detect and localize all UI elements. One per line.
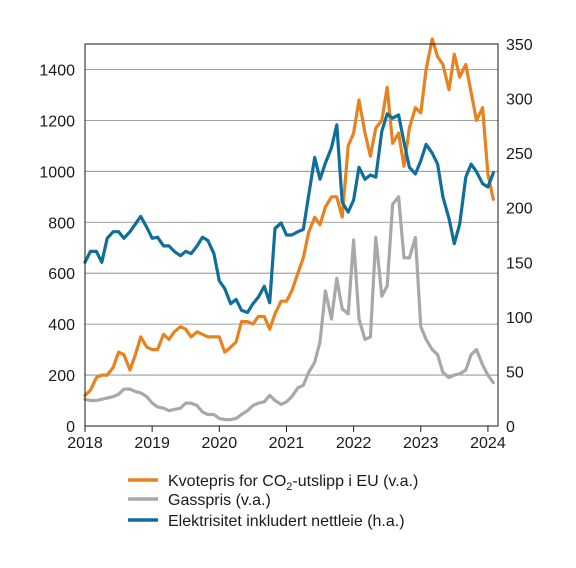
left-tick-label: 400 xyxy=(48,317,75,334)
x-tick-label: 2021 xyxy=(269,435,305,452)
right-tick-label: 250 xyxy=(506,146,533,163)
legend-label-co2: Kvotepris for CO2-utslipp i EU (v.a.) xyxy=(168,473,418,493)
right-tick-label: 350 xyxy=(506,37,533,54)
series-line-elec xyxy=(83,112,495,315)
left-axis-ticks: 0 200 400 600 800 1000 1200 1400 xyxy=(39,62,75,436)
series-line-gas xyxy=(83,195,495,422)
x-tick-label: 2019 xyxy=(134,435,170,452)
series-lines xyxy=(83,37,495,422)
gridlines xyxy=(85,69,498,376)
right-tick-label: 150 xyxy=(506,255,533,272)
right-tick-label: 0 xyxy=(506,419,515,436)
right-tick-label: 100 xyxy=(506,310,533,327)
right-tick-label: 50 xyxy=(506,364,524,381)
left-tick-label: 1000 xyxy=(39,164,75,181)
x-tick-label: 2024 xyxy=(470,435,506,452)
legend-label-gas: Gasspris (v.a.) xyxy=(168,492,271,509)
series-line-co2 xyxy=(83,37,495,397)
legend-label-elec: Elektrisitet inkludert nettleie (h.a.) xyxy=(168,513,405,530)
x-tick-label: 2022 xyxy=(336,435,372,452)
legend-label-part: Kvotepris for CO xyxy=(168,473,286,490)
legend-label-part: -utslipp i EU (v.a.) xyxy=(292,473,418,490)
left-tick-label: 0 xyxy=(66,419,75,436)
x-axis-ticks: 2018 2019 2020 2021 2022 2023 2024 xyxy=(67,426,506,452)
right-tick-label: 200 xyxy=(506,201,533,218)
legend-label-part: 2 xyxy=(286,481,292,493)
x-tick-label: 2018 xyxy=(67,435,103,452)
x-tick-label: 2020 xyxy=(202,435,238,452)
plot-frame xyxy=(84,43,499,427)
right-tick-label: 300 xyxy=(506,92,533,109)
left-tick-label: 1200 xyxy=(39,113,75,130)
x-tick-label: 2023 xyxy=(403,435,439,452)
left-tick-label: 800 xyxy=(48,215,75,232)
left-tick-label: 600 xyxy=(48,266,75,283)
right-axis-ticks: 0 50 100 150 200 250 300 350 xyxy=(506,37,533,436)
left-tick-label: 200 xyxy=(48,368,75,385)
left-tick-label: 1400 xyxy=(39,62,75,79)
legend: Kvotepris for CO2-utslipp i EU (v.a.)Gas… xyxy=(128,473,418,530)
